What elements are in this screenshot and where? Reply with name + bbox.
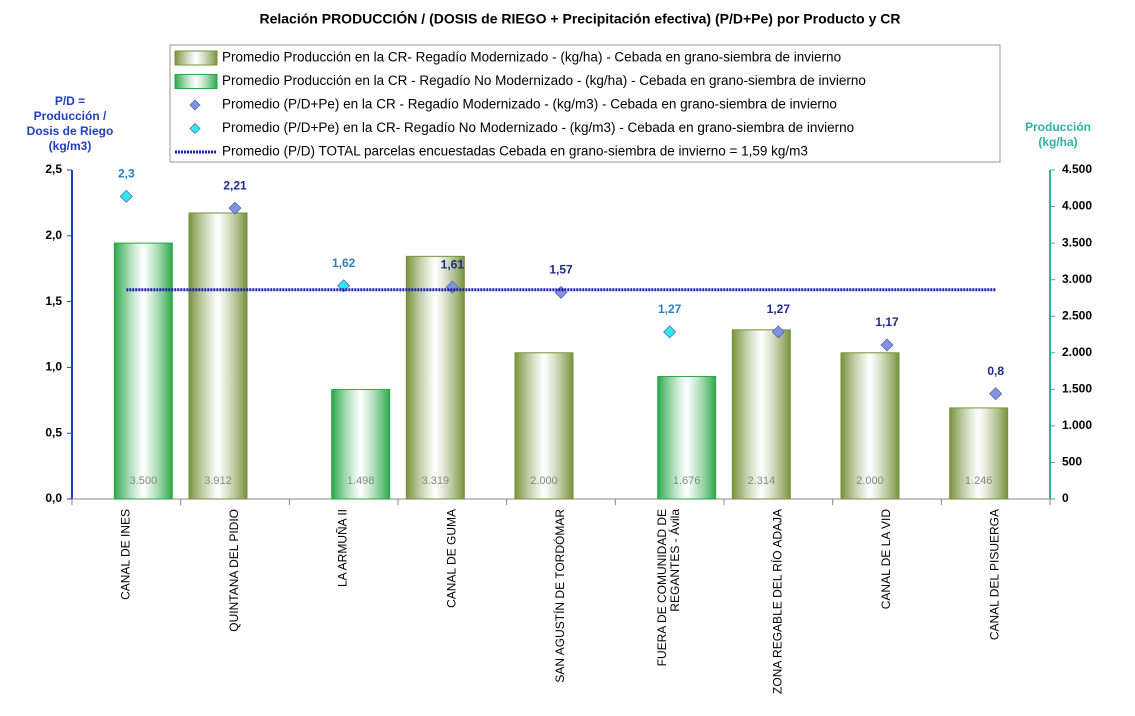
y2-tick-label: 4.500 [1062,162,1092,176]
bar-value-label: 2.314 [748,475,776,487]
x-tick-label: CANAL DEL PISUERGA [988,509,1002,640]
bar-value-label: 2.000 [530,475,558,487]
x-tick-label: SAN AGUSTÍN DE TORDÓMAR [552,509,567,683]
bar-value-label: 3.319 [422,475,450,487]
chart-title: Relación PRODUCCIÓN / (DOSIS de RIEGO + … [259,10,900,27]
y-tick-label: 1,0 [45,360,62,374]
y2-axis-title: (kg/ha) [1038,135,1077,149]
bar [731,329,791,500]
y2-tick-label: 2.000 [1062,345,1092,359]
x-tick-label: ZONA REGABLE DEL RÍO ADAJA [770,509,785,694]
y2-tick-label: 3.500 [1062,235,1092,249]
y2-tick-label: 0 [1062,491,1069,505]
legend-swatch [189,99,201,111]
y2-tick-label: 1.000 [1062,418,1092,432]
point-value-label: 2,21 [223,178,247,192]
bar [113,242,173,500]
bar-value-label: 2.000 [856,475,884,487]
point-value-label: 2,3 [118,166,135,180]
bar-value-label: 3.500 [130,475,158,487]
marker [228,201,242,215]
y-tick-label: 2,0 [45,228,62,242]
x-tick-label: CANAL DE GUMA [445,509,459,608]
x-tick-label: CANAL DE INES [119,509,133,600]
legend-swatch [174,50,218,66]
legend-label: Promedio Producción en la CR- Regadío Mo… [222,50,841,65]
point-value-label: 1,57 [549,263,573,277]
y2-tick-label: 3.000 [1062,272,1092,286]
legend [169,44,1001,163]
y-axis-title: (kg/m3) [49,139,92,153]
y2-tick-label: 500 [1062,455,1082,469]
bar [331,388,391,500]
legend-swatch [174,74,218,89]
x-tick-label: CANAL DE LA VID [879,509,893,610]
marker [663,325,677,339]
y2-axis-title: Producción [1025,120,1091,134]
bar [405,255,465,500]
y-tick-label: 1,5 [45,294,62,308]
point-value-label: 1,27 [767,302,791,316]
bar-value-label: 1.676 [673,475,701,487]
y-tick-label: 2,5 [45,162,62,176]
marker [119,189,133,203]
y-tick-label: 0,5 [45,425,62,439]
marker [771,325,785,339]
bar-value-label: 1.498 [347,475,375,487]
x-tick-label: QUINTANA DEL PIDIO [227,509,241,632]
legend-label: Promedio Producción en la CR - Regadío N… [222,73,866,88]
x-tick-label: FUERA DE COMUNIDAD DEREGANTES - Ávila [655,509,682,667]
legend-swatch [189,123,201,134]
point-value-label: 1,17 [875,315,899,329]
point-value-label: 1,62 [332,256,356,270]
point-value-label: 1,61 [441,257,465,271]
y-axis-title: Producción / [34,109,107,123]
y-axis-title: Dosis de Riego [27,124,114,138]
bar [840,352,900,500]
x-tick-label: LA ARMUÑA II [336,509,350,587]
bar-value-label: 3.912 [204,475,232,487]
bar-value-label: 1.246 [965,475,993,487]
marker [989,387,1003,401]
y2-tick-label: 1.500 [1062,382,1092,396]
legend-label: Promedio (P/D) TOTAL parcelas encuestada… [222,144,808,159]
legend-label: Promedio (P/D+Pe) en la CR- Regadío No M… [222,120,854,135]
y2-tick-label: 4.000 [1062,199,1092,213]
y-tick-label: 0,0 [45,491,62,505]
point-value-label: 0,8 [987,364,1004,378]
legend-label: Promedio (P/D+Pe) en la CR - Regadío Mod… [222,97,837,112]
bar [657,375,717,500]
marker [880,338,894,352]
y-axis-title: P/D = [55,94,85,108]
y2-tick-label: 2.500 [1062,308,1092,322]
bar [949,407,1009,500]
point-value-label: 1,27 [658,302,682,316]
bar [514,352,574,500]
marker [554,285,568,299]
bar [188,212,248,500]
